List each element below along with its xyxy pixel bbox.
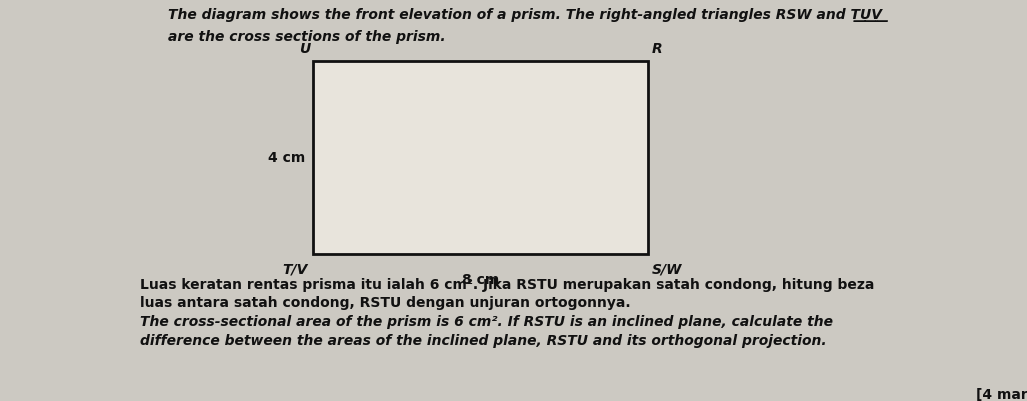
Text: The cross-sectional area of the prism is 6 cm². If RSTU is an inclined plane, ca: The cross-sectional area of the prism is…: [140, 314, 833, 328]
Bar: [313, 62, 648, 254]
Text: [4 markah/4 marks]: [4 markah/4 marks]: [976, 387, 1027, 401]
Text: luas antara satah condong, RSTU dengan unjuran ortogonnya.: luas antara satah condong, RSTU dengan u…: [140, 295, 631, 309]
Text: 4 cm: 4 cm: [268, 151, 305, 165]
Text: 8 cm: 8 cm: [462, 272, 499, 286]
Text: U: U: [299, 42, 310, 56]
Text: are the cross sections of the prism.: are the cross sections of the prism.: [168, 30, 446, 44]
Text: T/V: T/V: [282, 262, 308, 276]
Text: Luas keratan rentas prisma itu ialah 6 cm². Jika RSTU merupakan satah condong, h: Luas keratan rentas prisma itu ialah 6 c…: [140, 277, 874, 291]
Text: The diagram shows the front elevation of a prism. The right-angled triangles RSW: The diagram shows the front elevation of…: [168, 8, 882, 22]
Text: difference between the areas of the inclined plane, RSTU and its orthogonal proj: difference between the areas of the incl…: [140, 333, 827, 347]
Text: S/W: S/W: [652, 262, 682, 276]
Text: R: R: [652, 42, 662, 56]
